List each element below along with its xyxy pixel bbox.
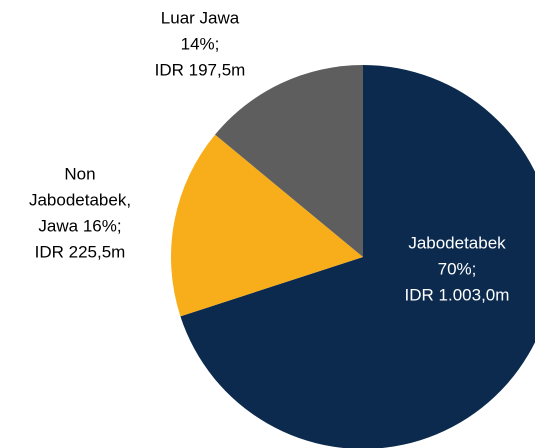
slice-label: Jabodetabek	[408, 233, 506, 252]
slice-label: IDR 197,5m	[155, 60, 246, 79]
slice-label: IDR 1.003,0m	[405, 285, 510, 304]
pie-slice	[215, 65, 363, 257]
slice-label: Non	[64, 164, 95, 183]
pie-slice	[171, 134, 363, 317]
slice-label: IDR 225,5m	[35, 242, 126, 261]
slice-label: Jawa 16%;	[38, 216, 121, 235]
slice-label: 14%;	[181, 34, 220, 53]
slice-label: Jabodetabek,	[29, 190, 131, 209]
slice-label: Luar Jawa	[161, 8, 240, 27]
pie-slice	[180, 65, 535, 448]
slice-label: 70%;	[438, 259, 477, 278]
